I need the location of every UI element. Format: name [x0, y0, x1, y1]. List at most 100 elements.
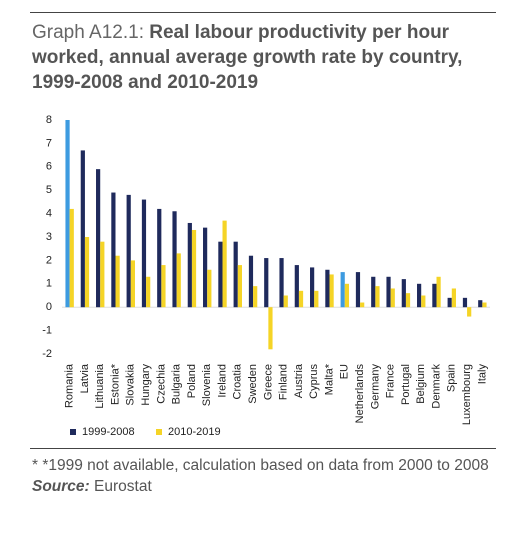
x-tick-label: Austria — [293, 363, 305, 398]
bar — [355, 272, 361, 308]
x-tick-label: Luxembourg — [461, 364, 473, 425]
x-tick-label: Spain — [446, 364, 458, 392]
bar — [451, 288, 456, 308]
bar — [65, 120, 70, 308]
legend-label: 1999-2008 — [82, 426, 135, 438]
bar — [100, 241, 105, 308]
top-rule — [30, 12, 496, 13]
bar — [436, 276, 441, 308]
bar — [279, 258, 284, 308]
x-tick-label: Germany — [369, 364, 381, 410]
x-tick-label: Finland — [278, 364, 290, 400]
bar — [283, 295, 288, 308]
x-tick-label: Hungary — [140, 364, 152, 406]
chart-title: Real labour productivity per hour worked… — [32, 22, 463, 93]
bar — [478, 300, 483, 308]
x-tick-label: Romania — [64, 363, 76, 408]
bar — [447, 297, 452, 308]
bar — [84, 237, 90, 308]
x-tick-label: Slovakia — [125, 363, 137, 405]
bar — [222, 220, 227, 308]
bar — [482, 302, 487, 308]
y-tick-label: 5 — [46, 184, 52, 196]
y-tick-label: 4 — [46, 208, 52, 220]
bar — [386, 276, 391, 308]
bar — [417, 283, 422, 308]
x-tick-label: Cyprus — [308, 364, 320, 399]
bar — [172, 211, 177, 308]
source-label: Source: — [32, 478, 90, 495]
bar — [191, 229, 197, 308]
bar — [187, 222, 192, 308]
bar — [421, 295, 426, 308]
y-tick-label: 0 — [46, 301, 52, 313]
bar — [375, 286, 380, 308]
x-tick-label: Croatia — [232, 363, 244, 399]
y-tick-label: 3 — [46, 231, 52, 243]
bar — [462, 297, 468, 308]
legend-swatch — [156, 429, 162, 435]
bar — [340, 272, 345, 308]
bar — [176, 253, 181, 308]
x-tick-label: Czechia — [155, 363, 167, 404]
bar — [237, 265, 242, 308]
x-tick-label: Lithuania — [94, 363, 106, 409]
bar — [96, 169, 101, 308]
x-tick-label: Italy — [476, 364, 488, 385]
bar — [401, 279, 406, 308]
bar — [467, 307, 472, 317]
bar — [344, 283, 349, 308]
title: Graph A12.1: Real labour productivity pe… — [32, 20, 502, 95]
x-tick-label: Malta* — [323, 363, 335, 395]
source-text: Eurostat — [94, 478, 152, 495]
bar — [390, 288, 395, 308]
y-tick-label: 7 — [46, 137, 52, 149]
bar — [329, 274, 334, 308]
bar — [233, 241, 238, 308]
bar — [432, 283, 437, 308]
bar — [146, 276, 151, 308]
bar — [264, 258, 269, 308]
bar — [248, 255, 254, 308]
bar — [157, 208, 162, 308]
x-tick-label: Netherlands — [354, 364, 366, 424]
y-tick-label: 2 — [46, 254, 52, 266]
title-label: Graph A12.1: — [32, 22, 144, 43]
bar — [80, 150, 85, 308]
chart: 8 7 6 5 4 3 2 1 0 -1 -2 Romania Latvia Lithuania Eston… — [42, 114, 490, 438]
bar — [161, 265, 166, 308]
bar — [130, 260, 135, 308]
x-tick-label: France — [385, 364, 397, 398]
x-tick-label: Latvia — [79, 363, 91, 393]
x-tick-label: Portugal — [400, 364, 412, 405]
foot-rule — [30, 448, 496, 449]
y-tick-label: -1 — [42, 325, 52, 337]
bar — [253, 286, 258, 308]
legend-label: 2010-2019 — [168, 426, 221, 438]
y-tick-label: 6 — [46, 161, 52, 173]
bar — [69, 208, 74, 308]
bar — [218, 241, 223, 308]
bar — [141, 199, 147, 308]
footer: * *1999 not available, calculation based… — [32, 455, 502, 497]
x-tick-label: Greece — [262, 364, 274, 400]
bar — [111, 192, 116, 308]
source: Source: Eurostat — [32, 476, 502, 497]
bar — [298, 290, 304, 308]
x-tick-label: Slovenia — [201, 363, 213, 406]
x-tick-label: Belgium — [415, 364, 427, 404]
bar — [325, 269, 330, 308]
bar — [203, 227, 208, 308]
y-tick-label: -2 — [42, 348, 52, 360]
bar — [126, 194, 131, 308]
x-tick-label: Sweden — [247, 364, 259, 404]
x-tick-label: Estonia* — [109, 363, 121, 405]
x-tick-label: Ireland — [216, 364, 228, 398]
x-tick-label: Denmark — [430, 364, 442, 409]
legend-swatch — [70, 429, 76, 435]
bar — [268, 307, 273, 350]
x-tick-label: Poland — [186, 364, 198, 398]
bar — [360, 302, 365, 308]
bar — [294, 265, 299, 308]
